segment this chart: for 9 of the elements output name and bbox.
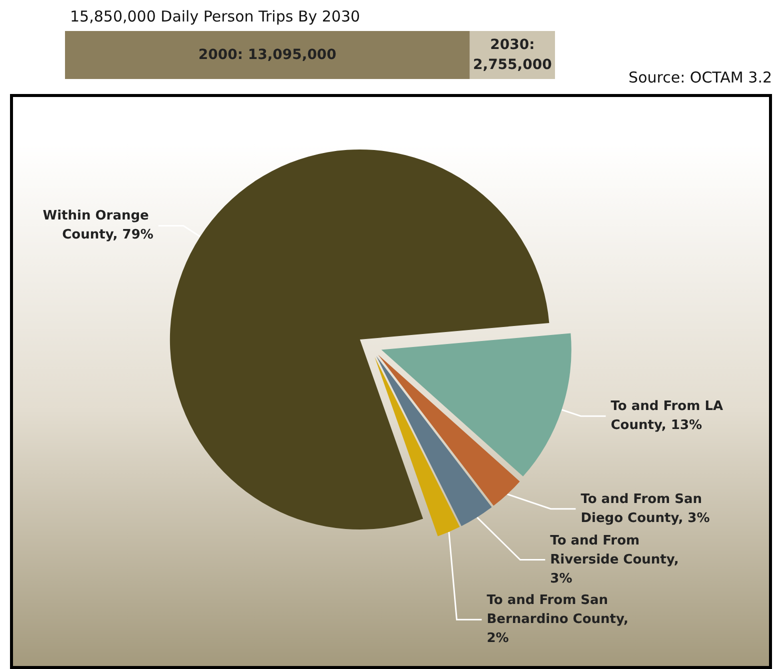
slice-label: To and From San Bernardino County, 2% — [486, 593, 633, 646]
data-label: 2000: 13,095,000 — [198, 47, 337, 63]
slice-label: To and From LA County, 13% — [610, 399, 728, 434]
slice-label: Within Orange County, 79% — [42, 208, 154, 243]
slice-label: To and From San Diego County, 3% — [580, 492, 710, 526]
chart-title: 15,850,000 Daily Person Trips By 2030 — [70, 8, 360, 26]
data-label: 2030: 2,755,000 — [473, 37, 552, 73]
source-note: Source: OCTAM 3.2 — [628, 68, 772, 86]
slice-label: To and From Riverside County, 3% — [550, 533, 684, 586]
